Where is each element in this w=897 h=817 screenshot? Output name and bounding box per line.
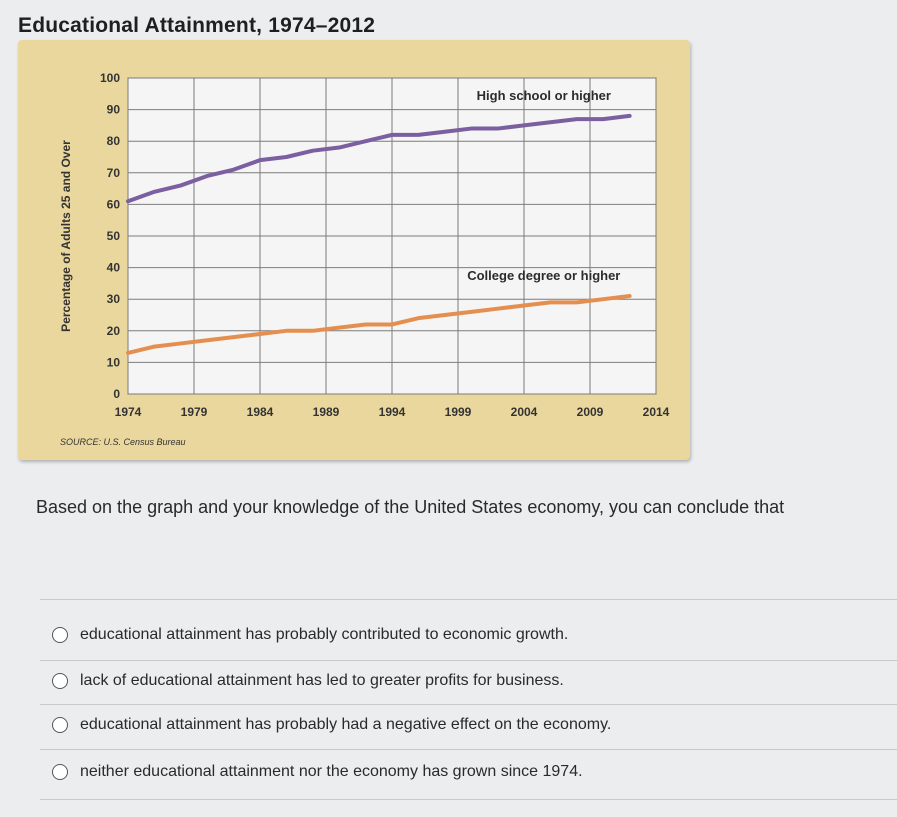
radio-button[interactable] bbox=[52, 673, 68, 689]
y-tick-label: 80 bbox=[107, 134, 121, 148]
answer-option-3[interactable]: educational attainment has probably had … bbox=[52, 708, 852, 742]
x-tick-label: 2014 bbox=[643, 405, 670, 419]
answer-option-1[interactable]: educational attainment has probably cont… bbox=[52, 618, 852, 652]
y-tick-label: 40 bbox=[107, 261, 121, 275]
y-tick-label: 20 bbox=[107, 324, 121, 338]
answer-option-4[interactable]: neither educational attainment nor the e… bbox=[52, 755, 852, 789]
x-tick-label: 1989 bbox=[313, 405, 340, 419]
series-line-high-school bbox=[126, 113, 632, 204]
answer-option-2[interactable]: lack of educational attainment has led t… bbox=[52, 664, 852, 698]
radio-button[interactable] bbox=[52, 764, 68, 780]
y-tick-label: 30 bbox=[107, 292, 121, 306]
annotation-high-school: High school or higher bbox=[477, 88, 611, 103]
x-tick-label: 2009 bbox=[577, 405, 604, 419]
question-text: Based on the graph and your knowledge of… bbox=[36, 497, 785, 517]
y-tick-label: 0 bbox=[113, 387, 120, 401]
x-tick-label: 1979 bbox=[181, 405, 208, 419]
x-tick-label: 1999 bbox=[445, 405, 472, 419]
option-label: neither educational attainment nor the e… bbox=[80, 763, 583, 780]
divider bbox=[40, 749, 897, 750]
option-label: educational attainment has probably cont… bbox=[80, 626, 569, 643]
option-label: educational attainment has probably had … bbox=[80, 716, 612, 733]
radio-button[interactable] bbox=[52, 717, 68, 733]
line-chart: 0 10 20 30 40 50 60 70 80 90 100 1974 1979 1984 1989 19… bbox=[59, 71, 670, 419]
y-tick-label: 70 bbox=[107, 166, 121, 180]
y-axis-label: Percentage of Adults 25 and Over bbox=[59, 140, 73, 332]
option-label: lack of educational attainment has led t… bbox=[80, 672, 564, 689]
x-tick-label: 1994 bbox=[379, 405, 406, 419]
y-tick-label: 90 bbox=[107, 103, 121, 117]
x-tick-label: 1984 bbox=[247, 405, 274, 419]
divider bbox=[40, 599, 897, 600]
y-tick-label: 100 bbox=[100, 71, 120, 85]
divider bbox=[40, 704, 897, 705]
y-tick-label: 50 bbox=[107, 229, 121, 243]
page-title: Educational Attainment, 1974–2012 bbox=[18, 14, 376, 37]
radio-button[interactable] bbox=[52, 627, 68, 643]
y-tick-label: 60 bbox=[107, 197, 121, 211]
divider bbox=[40, 799, 897, 800]
series-line-college bbox=[126, 294, 632, 355]
y-tick-label: 10 bbox=[107, 355, 121, 369]
x-tick-label: 2004 bbox=[511, 405, 538, 419]
x-tick-label: 1974 bbox=[115, 405, 142, 419]
chart-panel: 0 10 20 30 40 50 60 70 80 90 100 1974 1979 1984 1989 19… bbox=[18, 40, 690, 460]
annotation-college: College degree or higher bbox=[467, 268, 620, 283]
divider bbox=[40, 660, 897, 661]
source-note: SOURCE: U.S. Census Bureau bbox=[60, 437, 186, 447]
